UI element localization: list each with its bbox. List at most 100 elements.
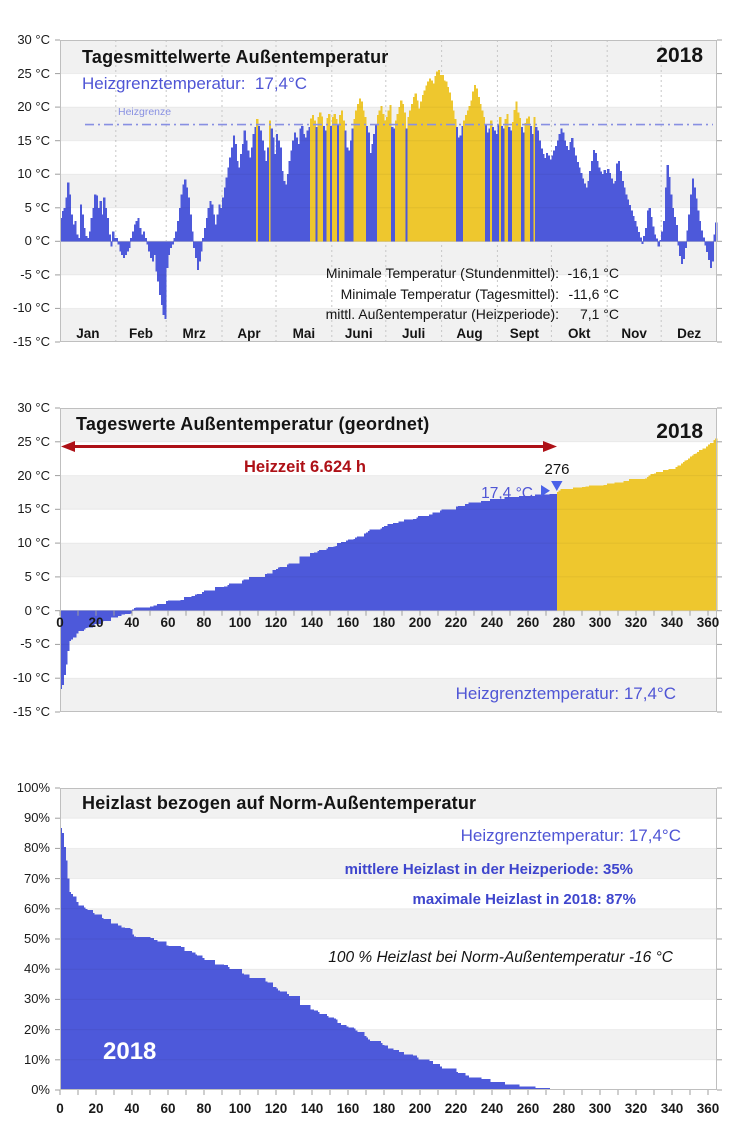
- arrowhead-right: [543, 441, 557, 452]
- chart3-title: Heizlast bezogen auf Norm-Außentemperatu…: [82, 793, 477, 813]
- chart1-y-axis-label: 0 °C: [24, 233, 50, 249]
- heizgrenze-line-label: Heizgrenze: [118, 106, 172, 118]
- chart2-heizgrenztemperatur-note: Heizgrenztemperatur: 17,4°C: [455, 684, 676, 703]
- chart2-x-axis-label: 240: [480, 615, 504, 630]
- chart2-y-axis-label: 0 °C: [24, 602, 50, 618]
- month-label: Nov: [621, 326, 647, 341]
- stat-mean-heating-period-temperature: mittl. Außentemperatur (Heizperiode): 7,1…: [326, 304, 619, 325]
- chart3-x-axis-label: 20: [88, 1101, 104, 1116]
- stat-min-hourly-temperature: Minimale Temperatur (Stundenmittel): -16,…: [326, 263, 619, 284]
- chart3-max-load-note: maximale Heizlast in 2018: 87%: [412, 891, 636, 908]
- chart2-y-axis-label: 5 °C: [24, 568, 50, 584]
- chart2-y-axis-label: -5 °C: [20, 636, 50, 652]
- stat-value: -16,1 °C: [567, 265, 619, 281]
- chart2-y-axis-label: 10 °C: [17, 535, 50, 551]
- month-label: Dez: [677, 326, 702, 341]
- chart2-x-axis-label: 140: [300, 615, 324, 630]
- chart3-y-axis-label: 10%: [23, 1051, 50, 1067]
- chart3-y-axis-label: 100%: [16, 780, 50, 795]
- stat-label: Minimale Temperatur (Stundenmittel):: [325, 265, 559, 281]
- chart3-design-temperature-note: 100 % Heizlast bei Norm-Außentemperatur …: [328, 949, 673, 966]
- chart1-y-axis-label: 30 °C: [17, 32, 50, 47]
- stat-label: mittl. Außentemperatur (Heizperiode):: [325, 306, 559, 322]
- month-label: Mai: [292, 326, 316, 341]
- heizzeit-arrow-label: Heizzeit 6.624 h: [244, 458, 366, 476]
- stat-label: Minimale Temperatur (Tagesmittel):: [340, 285, 559, 302]
- chart2-x-axis-label: 180: [372, 615, 396, 630]
- month-label: Mrz: [182, 326, 206, 341]
- chart1-subtitle-heizgrenztemperatur: Heizgrenztemperatur: 17,4°C: [82, 74, 308, 93]
- stat-value: -11,6 °C: [568, 285, 619, 302]
- month-label: Juli: [402, 326, 426, 341]
- chart2-x-axis-label: 80: [196, 615, 212, 630]
- chart1-y-axis-label: -10 °C: [13, 300, 50, 316]
- chart1-stats-block: Minimale Temperatur (Stundenmittel): -16,…: [326, 263, 619, 325]
- chart3-x-axis-label: 80: [196, 1101, 212, 1116]
- chart1-year-label: 2018: [656, 44, 703, 67]
- chart3-x-axis-label: 300: [588, 1101, 612, 1116]
- chart2-x-axis-label: 320: [624, 615, 648, 630]
- arrowhead-left: [61, 441, 75, 452]
- plot-border: [60, 40, 717, 342]
- chart1-y-axis-label: -5 °C: [20, 266, 50, 282]
- chart2-x-axis-label: 260: [516, 615, 540, 630]
- chart1-y-axis-label: 5 °C: [24, 199, 50, 215]
- chart3-x-axis-label: 200: [408, 1101, 432, 1116]
- threshold-value-label: 17,4 °C: [481, 485, 533, 502]
- chart2-x-axis-label: 60: [160, 615, 176, 630]
- chart2-y-axis-label: 15 °C: [17, 501, 50, 517]
- chart3-y-axis-label: 40%: [23, 961, 50, 977]
- month-label: Juni: [344, 326, 373, 341]
- chart2-title: Tageswerte Außentemperatur (geordnet): [76, 414, 430, 434]
- chart3-heizgrenztemperatur-note: Heizgrenztemperatur: 17,4°C: [460, 826, 681, 845]
- chart2-sorted-temperature-plot: [55, 407, 722, 713]
- chart2-y-axis-label: 30 °C: [17, 400, 50, 415]
- chart1-y-axis-label: 20 °C: [17, 99, 50, 115]
- chart1-daily-temperature-plot: [55, 39, 722, 343]
- chart3-x-axis-label: 0: [56, 1101, 64, 1116]
- chart3-x-axis-label: 220: [444, 1101, 468, 1116]
- chart2-x-axis-label: 20: [88, 615, 104, 630]
- chart3-mean-load-note: mittlere Heizlast in der Heizperiode: 35…: [344, 861, 633, 878]
- chart2-x-axis-label: 280: [552, 615, 576, 630]
- plot-border: [60, 408, 717, 712]
- chart3-x-axis-label: 100: [228, 1101, 252, 1116]
- month-label: Apr: [237, 326, 261, 341]
- month-label: Feb: [128, 326, 153, 341]
- month-label: Jan: [76, 326, 100, 341]
- chart1-y-axis-label: -15 °C: [13, 334, 50, 349]
- background-band: [60, 678, 717, 712]
- chart3-y-axis-label: 80%: [23, 840, 50, 856]
- chart2-x-axis-label: 360: [696, 615, 720, 630]
- chart3-heating-load-plot: [55, 787, 722, 1095]
- chart1-y-axis-label: 15 °C: [17, 132, 50, 148]
- background-band: [60, 610, 717, 645]
- chart3-y-axis-label: 30%: [23, 991, 50, 1007]
- chart3-y-axis-label: 70%: [23, 870, 50, 886]
- chart2-x-axis-label: 160: [336, 615, 360, 630]
- month-label: Okt: [568, 326, 591, 341]
- chart2-x-axis-label: 300: [588, 615, 612, 630]
- crossover-down-marker: [551, 481, 563, 491]
- background-band: [60, 908, 717, 939]
- month-label: Sept: [509, 326, 540, 341]
- crossover-day-label: 276: [544, 461, 570, 478]
- chart2-y-axis-label: -10 °C: [13, 670, 50, 686]
- threshold-right-marker: [541, 485, 550, 497]
- chart1-y-axis-label: 10 °C: [17, 166, 50, 182]
- chart3-x-axis-label: 180: [372, 1101, 396, 1116]
- chart3-x-axis-label: 280: [552, 1101, 576, 1116]
- chart2-x-axis-label: 200: [408, 615, 432, 630]
- chart2-x-axis-label: 0: [56, 615, 64, 630]
- chart3-x-axis-label: 360: [696, 1101, 720, 1116]
- chart3-y-axis-label: 20%: [23, 1021, 50, 1037]
- chart2-x-axis-label: 40: [124, 615, 140, 630]
- chart3-x-axis-label: 260: [516, 1101, 540, 1116]
- chart2-x-axis-label: 120: [264, 615, 288, 630]
- chart3-x-axis-label: 240: [480, 1101, 504, 1116]
- chart2-x-axis-label: 100: [228, 615, 252, 630]
- chart1-title: Tagesmittelwerte Außentemperatur: [82, 47, 389, 67]
- chart3-x-axis-label: 340: [660, 1101, 684, 1116]
- month-label: Aug: [456, 326, 483, 341]
